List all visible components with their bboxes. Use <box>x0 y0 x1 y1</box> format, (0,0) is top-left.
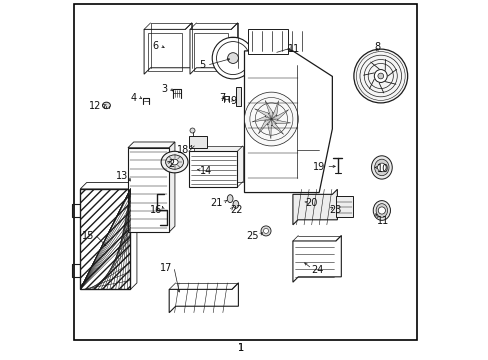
Bar <box>236 87 240 107</box>
Ellipse shape <box>372 201 389 220</box>
Circle shape <box>378 207 385 214</box>
Polygon shape <box>271 119 283 134</box>
Polygon shape <box>258 119 271 134</box>
Text: 11: 11 <box>287 44 299 54</box>
Circle shape <box>377 163 386 172</box>
Circle shape <box>227 53 238 63</box>
Circle shape <box>272 40 281 49</box>
Text: 14: 14 <box>199 166 211 176</box>
Polygon shape <box>271 101 278 119</box>
Text: 5: 5 <box>199 60 204 70</box>
Circle shape <box>280 49 294 63</box>
Polygon shape <box>254 109 271 119</box>
Circle shape <box>190 128 195 133</box>
Text: 2: 2 <box>168 159 174 169</box>
Polygon shape <box>194 146 242 182</box>
Text: 6: 6 <box>152 41 158 50</box>
Circle shape <box>212 37 253 79</box>
Text: 10: 10 <box>376 164 388 174</box>
Text: 4: 4 <box>130 93 137 103</box>
Ellipse shape <box>102 102 110 109</box>
Polygon shape <box>244 51 332 193</box>
Text: 7: 7 <box>219 93 225 103</box>
Text: 1: 1 <box>237 343 244 353</box>
Polygon shape <box>292 235 341 282</box>
Circle shape <box>261 226 270 236</box>
Polygon shape <box>144 23 191 74</box>
Circle shape <box>268 37 284 52</box>
Text: 13: 13 <box>116 171 128 181</box>
Text: 22: 22 <box>230 206 242 216</box>
Circle shape <box>264 113 277 126</box>
Text: 20: 20 <box>305 198 317 208</box>
Text: 21: 21 <box>210 198 223 208</box>
Text: 25: 25 <box>246 231 258 240</box>
Circle shape <box>373 69 386 82</box>
Bar <box>80 189 130 289</box>
Text: 11: 11 <box>376 216 388 226</box>
Text: 1: 1 <box>237 343 244 353</box>
Polygon shape <box>128 142 175 148</box>
Polygon shape <box>247 30 288 54</box>
Bar <box>335 196 352 217</box>
Polygon shape <box>267 119 271 139</box>
Text: 23: 23 <box>328 206 341 216</box>
Text: 19: 19 <box>312 162 325 172</box>
Ellipse shape <box>171 159 178 165</box>
Circle shape <box>244 92 298 146</box>
Text: 15: 15 <box>81 231 94 240</box>
Polygon shape <box>190 23 237 74</box>
Ellipse shape <box>165 155 183 169</box>
Text: 3: 3 <box>161 84 167 94</box>
Polygon shape <box>292 189 337 225</box>
Circle shape <box>377 73 383 79</box>
Polygon shape <box>169 142 175 232</box>
Bar <box>147 33 182 71</box>
Bar <box>188 151 237 187</box>
Ellipse shape <box>375 204 387 217</box>
Circle shape <box>284 53 290 60</box>
Text: 16: 16 <box>149 206 162 216</box>
Text: 12: 12 <box>88 102 101 112</box>
Ellipse shape <box>374 159 388 176</box>
Bar <box>193 33 227 71</box>
Ellipse shape <box>233 201 238 208</box>
Ellipse shape <box>227 195 233 203</box>
Circle shape <box>353 49 407 103</box>
Text: 24: 24 <box>310 265 323 275</box>
Polygon shape <box>271 109 288 119</box>
Text: 17: 17 <box>160 263 172 273</box>
Ellipse shape <box>161 151 187 173</box>
Polygon shape <box>169 283 238 313</box>
Text: 9: 9 <box>230 96 236 106</box>
Polygon shape <box>264 100 272 119</box>
Bar <box>128 148 169 232</box>
Circle shape <box>263 228 268 233</box>
Bar <box>80 189 130 289</box>
Bar <box>80 189 130 289</box>
Ellipse shape <box>371 156 391 179</box>
Bar <box>188 136 206 148</box>
Polygon shape <box>271 119 290 123</box>
Text: 18: 18 <box>176 144 188 154</box>
Text: 8: 8 <box>373 42 380 52</box>
Polygon shape <box>251 117 271 122</box>
